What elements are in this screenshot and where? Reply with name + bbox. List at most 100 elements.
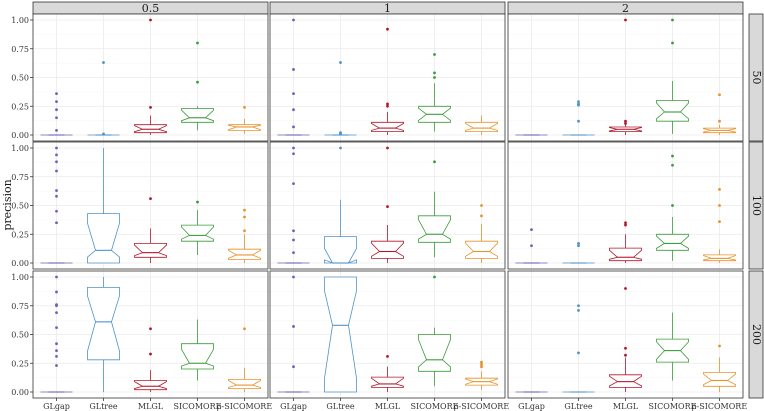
outlier-2-1-3-1 [671, 163, 674, 167]
outlier-2-2-1-0 [577, 304, 580, 308]
outlier-0-0-0-0 [55, 92, 58, 95]
outlier-0-2-4-0 [243, 327, 246, 331]
outlier-1-0-2-1 [386, 102, 389, 106]
outlier-0-1-0-4 [55, 189, 58, 192]
box-0-1-1 [87, 213, 120, 264]
x-tick-label-2-1: GLtree [564, 402, 592, 411]
outlier-2-2-2-1 [624, 346, 627, 350]
outlier-1-1-4-1 [480, 214, 483, 218]
outlier-2-0-3-1 [671, 41, 674, 45]
outlier-1-2-0-2 [292, 365, 295, 369]
box-0-1-2 [134, 242, 167, 258]
x-tick-label-1-4: ρ-SICOMORE [454, 402, 510, 411]
outlier-2-0-1-3 [577, 119, 580, 123]
x-tick-label-0-1: GLtree [89, 402, 117, 411]
outlier-0-1-0-2 [55, 160, 58, 164]
x-tick-label-0-4: ρ-SICOMORE [217, 402, 273, 411]
outlier-1-0-1-2 [339, 132, 342, 136]
outlier-2-1-2-0 [624, 221, 627, 225]
y-tick-label-2-2: 0.50 [11, 331, 29, 340]
box-0-1-3 [181, 224, 214, 242]
outlier-0-1-0-0 [55, 146, 58, 150]
y-tick-label-2-0: 0.00 [11, 388, 29, 397]
y-axis-label: precision [1, 179, 14, 230]
outlier-0-1-0-3 [55, 169, 58, 173]
outlier-0-0-0-1 [55, 100, 58, 104]
outlier-1-2-3-0 [433, 275, 436, 279]
outlier-1-2-4-0 [480, 360, 483, 364]
outlier-2-1-3-2 [671, 204, 674, 207]
outlier-0-2-0-4 [55, 311, 58, 315]
outlier-0-0-2-0 [149, 18, 152, 22]
panel-border-2-0 [507, 13, 744, 142]
x-tick-label-1-0: GLgap [280, 402, 307, 411]
box-0-0-3 [181, 108, 214, 123]
outlier-0-0-2-1 [149, 106, 152, 109]
box-1-1-3 [418, 215, 451, 243]
box-0-2-3 [181, 343, 214, 370]
outlier-1-0-2-2 [386, 104, 389, 108]
outlier-1-1-2-0 [386, 146, 389, 150]
y-tick-label-0-1: 0.25 [11, 102, 29, 111]
box-1-2-3 [418, 334, 451, 372]
outlier-1-0-2-0 [386, 27, 389, 31]
outlier-1-0-0-3 [292, 108, 295, 112]
y-tick-label-1-1: 0.25 [11, 230, 29, 239]
outlier-1-1-1-0 [339, 146, 342, 150]
outlier-0-2-0-3 [55, 304, 58, 308]
outlier-2-0-2-2 [624, 122, 627, 125]
outlier-2-1-2-1 [624, 223, 627, 227]
box-1-0-4 [465, 121, 498, 133]
outlier-1-2-4-2 [480, 365, 483, 369]
outlier-2-2-2-2 [624, 353, 627, 357]
x-tick-label-1-1: GLtree [326, 402, 354, 411]
panel-border-1-0 [269, 13, 506, 142]
outlier-1-1-0-5 [292, 251, 295, 255]
box-2-0-3 [656, 100, 689, 122]
box-0-0-4 [228, 124, 261, 131]
y-tick-label-1-4: 1.00 [11, 144, 29, 153]
outlier-1-0-0-0 [292, 18, 295, 22]
outlier-1-1-0-0 [292, 146, 295, 150]
outlier-2-0-1-0 [577, 100, 580, 104]
column-strip-label-0: 0.5 [142, 2, 160, 15]
x-tick-label-1-2: MLGL [375, 402, 401, 411]
outlier-0-0-0-2 [55, 108, 58, 112]
box-2-1-2 [609, 247, 642, 262]
outlier-1-2-0-1 [292, 325, 295, 328]
y-tick-label-0-4: 1.00 [11, 16, 29, 25]
outlier-2-0-4-1 [718, 119, 721, 123]
outlier-2-1-3-0 [671, 154, 674, 158]
outlier-1-1-0-3 [292, 229, 295, 233]
outlier-2-1-4-0 [718, 188, 721, 191]
outlier-2-0-1-2 [577, 103, 580, 107]
x-tick-label-2-0: GLgap [518, 402, 545, 411]
y-tick-label-1-3: 0.75 [11, 173, 29, 182]
box-2-1-3 [656, 233, 689, 251]
row-strip-label-0: 50 [750, 71, 763, 85]
x-tick-label-2-2: MLGL [613, 402, 639, 411]
outlier-1-1-0-2 [292, 182, 295, 186]
x-tick-label-0-3: SICOMORE [174, 402, 222, 411]
outlier-0-0-0-3 [55, 116, 58, 120]
y-tick-label-1-0: 0.00 [11, 259, 29, 268]
outlier-0-1-3-0 [196, 200, 199, 204]
outlier-0-1-2-0 [149, 197, 152, 201]
outlier-2-2-1-1 [577, 308, 580, 312]
x-tick-label-2-3: SICOMORE [649, 402, 697, 411]
outlier-0-1-0-5 [55, 194, 58, 198]
outlier-1-1-0-1 [292, 152, 295, 156]
outlier-0-0-3-0 [196, 41, 199, 45]
outlier-1-1-4-0 [480, 204, 483, 207]
outlier-2-1-0-1 [530, 244, 533, 248]
outlier-0-1-0-1 [55, 153, 58, 157]
outlier-0-2-0-1 [55, 290, 58, 294]
outlier-0-2-2-0 [149, 327, 152, 331]
row-strip-0 [748, 13, 764, 142]
y-tick-label-2-4: 1.00 [11, 273, 29, 282]
outlier-0-2-0-6 [55, 342, 58, 346]
outlier-2-1-1-0 [577, 242, 580, 245]
y-tick-label-0-0: 0.00 [11, 131, 29, 140]
outlier-1-0-3-0 [433, 53, 436, 56]
outlier-0-0-3-1 [196, 80, 199, 84]
